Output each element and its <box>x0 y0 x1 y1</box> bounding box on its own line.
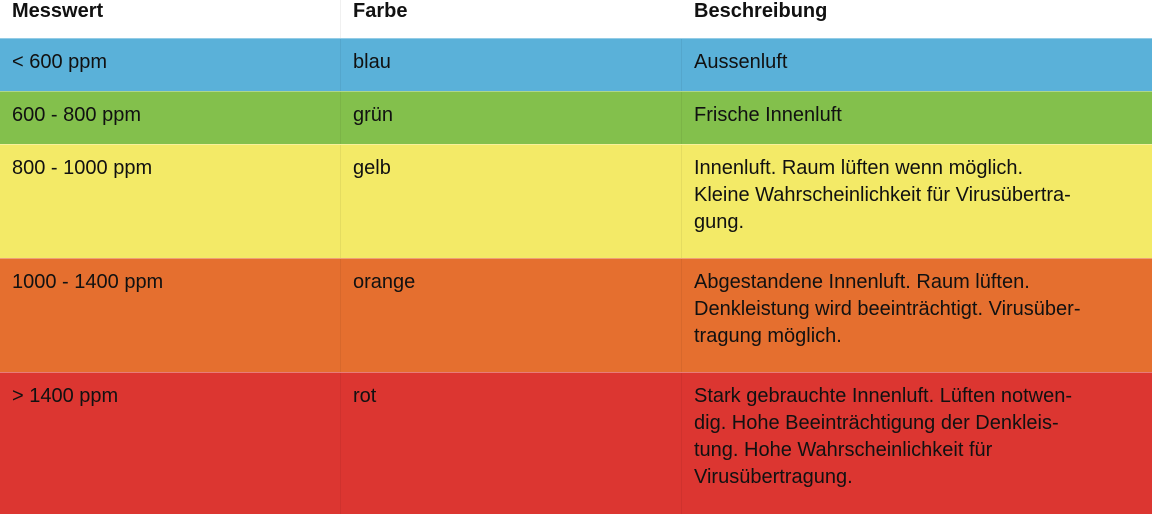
beschreibung-line: dig. Hohe Beeinträchtigung der Denkleis- <box>694 412 1059 434</box>
table-row: > 1400 ppm rot Stark gebrauchte Innenluf… <box>0 372 1152 514</box>
beschreibung-line: Denkleistung wird beeinträchtigt. Virusü… <box>694 298 1081 320</box>
beschreibung-line: Kleine Wahrscheinlichkeit für Virusübert… <box>694 184 1071 206</box>
cell-messwert: > 1400 ppm <box>0 373 341 514</box>
table-row: 600 - 800 ppm grün Frische Innenluft <box>0 91 1152 144</box>
table-row: < 600 ppm blau Aussenluft <box>0 38 1152 91</box>
beschreibung-line: Abgestandene Innenluft. Raum lüften. <box>694 271 1030 293</box>
cell-messwert: < 600 ppm <box>0 39 341 91</box>
cell-beschreibung: Stark gebrauchte Innenluft. Lüften notwe… <box>682 373 1152 514</box>
beschreibung-line: tung. Hohe Wahrscheinlichkeit für <box>694 439 993 461</box>
beschreibung-line: Aussenluft <box>694 51 788 73</box>
beschreibung-line: Virusübertragung. <box>694 466 853 488</box>
beschreibung-line: Stark gebrauchte Innenluft. Lüften notwe… <box>694 385 1073 407</box>
table-header-row: Messwert Farbe Beschreibung <box>0 0 1152 38</box>
table-row: 1000 - 1400 ppm orange Abgestandene Inne… <box>0 258 1152 372</box>
cell-beschreibung: Innenluft. Raum lüften wenn möglich. Kle… <box>682 145 1152 258</box>
cell-beschreibung: Aussenluft <box>682 39 1152 91</box>
cell-farbe: orange <box>341 259 682 372</box>
beschreibung-line: Innenluft. Raum lüften wenn möglich. <box>694 157 1024 179</box>
beschreibung-line: gung. <box>694 211 745 233</box>
cell-beschreibung: Frische Innenluft <box>682 92 1152 144</box>
beschreibung-line: tragung möglich. <box>694 325 842 347</box>
cell-messwert: 600 - 800 ppm <box>0 92 341 144</box>
table-row: 800 - 1000 ppm gelb Innenluft. Raum lüft… <box>0 144 1152 258</box>
header-beschreibung: Beschreibung <box>694 0 828 22</box>
cell-farbe: grün <box>341 92 682 144</box>
cell-farbe: gelb <box>341 145 682 258</box>
beschreibung-line: Frische Innenluft <box>694 104 842 126</box>
header-farbe: Farbe <box>353 0 408 22</box>
cell-beschreibung: Abgestandene Innenluft. Raum lüften. Den… <box>682 259 1152 372</box>
header-messwert: Messwert <box>0 0 341 38</box>
cell-messwert: 800 - 1000 ppm <box>0 145 341 258</box>
cell-messwert: 1000 - 1400 ppm <box>0 259 341 372</box>
cell-farbe: blau <box>341 39 682 91</box>
cell-farbe: rot <box>341 373 682 514</box>
